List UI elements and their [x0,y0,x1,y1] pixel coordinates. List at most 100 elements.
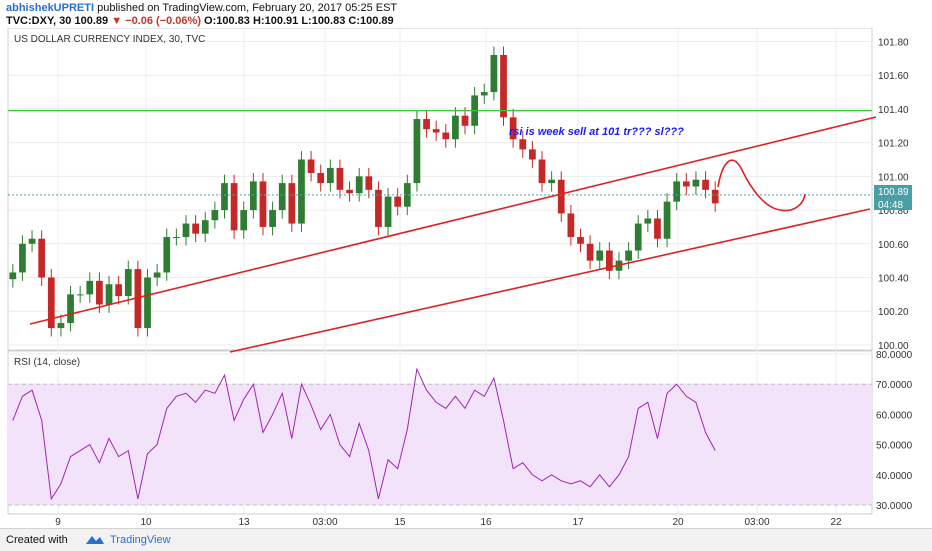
price-tick-label: 100.60 [878,240,909,251]
candle-body [96,280,103,305]
candle-body [605,250,613,271]
candle-body [654,218,661,239]
candle-body [288,183,296,224]
candle-body [394,196,402,207]
candle-body [702,179,709,190]
candle-body [249,181,257,211]
candle-body [586,243,594,261]
price-tick-label: 101.40 [878,105,909,116]
candle-body [115,284,123,297]
candle-body [144,277,151,329]
author-link[interactable]: abhishekUPRETI [6,2,95,14]
countdown-badge-box [874,198,912,210]
candle-body [452,115,459,140]
candle-body [423,119,430,130]
candle-body [480,92,488,96]
candle-body [432,129,440,133]
price-tick-label: 100.40 [878,274,909,285]
tradingview-logo-icon [86,536,104,544]
price-tick-label: 100.80 [878,206,909,217]
high-value: H:100.91 [252,15,299,27]
candle-body [673,181,681,202]
price-pane-title: US DOLLAR CURRENCY INDEX, 30, TVC [14,34,205,45]
candle-body [509,117,517,140]
time-tick-label: 22 [830,517,842,528]
symbol-label: TVC:DXY, 30 [6,15,72,27]
rsi-band [8,384,872,505]
projection-curve[interactable] [717,159,806,212]
publish-line: abhishekUPRETI published on TradingView.… [6,2,397,14]
candle-body [625,250,632,261]
price-pane [7,28,873,351]
candle-body [538,159,546,184]
candle-body [67,294,74,324]
time-tick-label: 15 [394,517,406,528]
candle-body [86,280,94,295]
candle-body [307,159,315,173]
price-tick-label: 100.20 [878,307,909,318]
candle-body [240,210,248,231]
candle-body [557,179,565,214]
candle-body [490,54,498,93]
upper-trendline[interactable] [29,116,877,325]
candle-body [230,183,238,231]
price-tick-label: 101.60 [878,71,909,82]
time-tick-label: 03:00 [744,517,769,528]
rsi-tick-label: 50.0000 [876,441,913,452]
time-tick-label: 16 [480,517,492,528]
candle-body [19,243,26,273]
price-axis[interactable]: 100.00 100.20 100.40 100.60 100.80 101.00 101.… [878,37,909,351]
rsi-pane-title: RSI (14, close) [14,357,80,368]
low-value: L:100.83 [301,15,346,27]
tradingview-brand[interactable]: TradingView [110,534,171,546]
candle-body [9,272,17,280]
candle-body [692,179,700,187]
footer: Created with TradingView [0,528,932,551]
candle-body [76,294,84,296]
price-tick-label: 101.80 [878,37,909,48]
candle-body [336,167,344,190]
price-tick-label: 101.20 [878,139,909,150]
candle-body [384,196,392,227]
price-tick-label: 101.00 [878,172,909,183]
candle-body [153,272,161,278]
candle-body [365,176,373,190]
candle-body [38,238,46,278]
candle-body [326,167,334,184]
candle-body [577,237,584,244]
time-tick-label: 20 [672,517,684,528]
time-tick-label: 9 [55,517,61,528]
time-tick-label: 17 [572,517,584,528]
candle-body [461,115,469,126]
lower-trendline[interactable] [229,208,871,353]
time-tick-label: 13 [238,517,250,528]
close-value: C:100.89 [348,15,394,27]
annotation-text: rsi is week sell at 101 tr??? sl??? [509,126,684,138]
candle-body [548,179,555,184]
rsi-axis[interactable]: 30.0000 40.0000 50.0000 60.0000 70.0000 80.00… [876,350,913,512]
last-price-badge: 100.89 04:48 [874,185,912,211]
candle-body [269,210,276,227]
rsi-line [12,367,716,501]
candle-body [403,183,411,207]
published-text: published on TradingView.com, February 2… [97,2,398,14]
candle-body [596,250,604,261]
time-axis[interactable]: 9 10 13 03:00 15 16 17 20 03:00 22 [55,517,842,528]
candle-body [317,172,325,184]
price-badge-value: 100.89 [878,187,909,198]
candle-body [221,183,228,211]
quote-line: TVC:DXY, 30 100.89 ▼ −0.06 (−0.06%) O:10… [6,15,394,27]
candle-body [259,181,267,227]
candle-body [413,119,421,184]
candle-body [298,159,305,224]
candle-body [346,189,353,194]
candle-body [682,181,690,187]
candle-body [28,238,36,244]
rsi-tick-label: 70.0000 [876,380,913,391]
chart-canvas[interactable]: rsi is week sell at 101 tr??? sl??? US D… [0,28,932,528]
rsi-tick-label: 80.0000 [876,350,913,361]
rsi-tick-label: 40.0000 [876,471,913,482]
candle-body [500,54,507,118]
candle-body [173,237,180,239]
open-value: O:100.83 [204,15,250,27]
